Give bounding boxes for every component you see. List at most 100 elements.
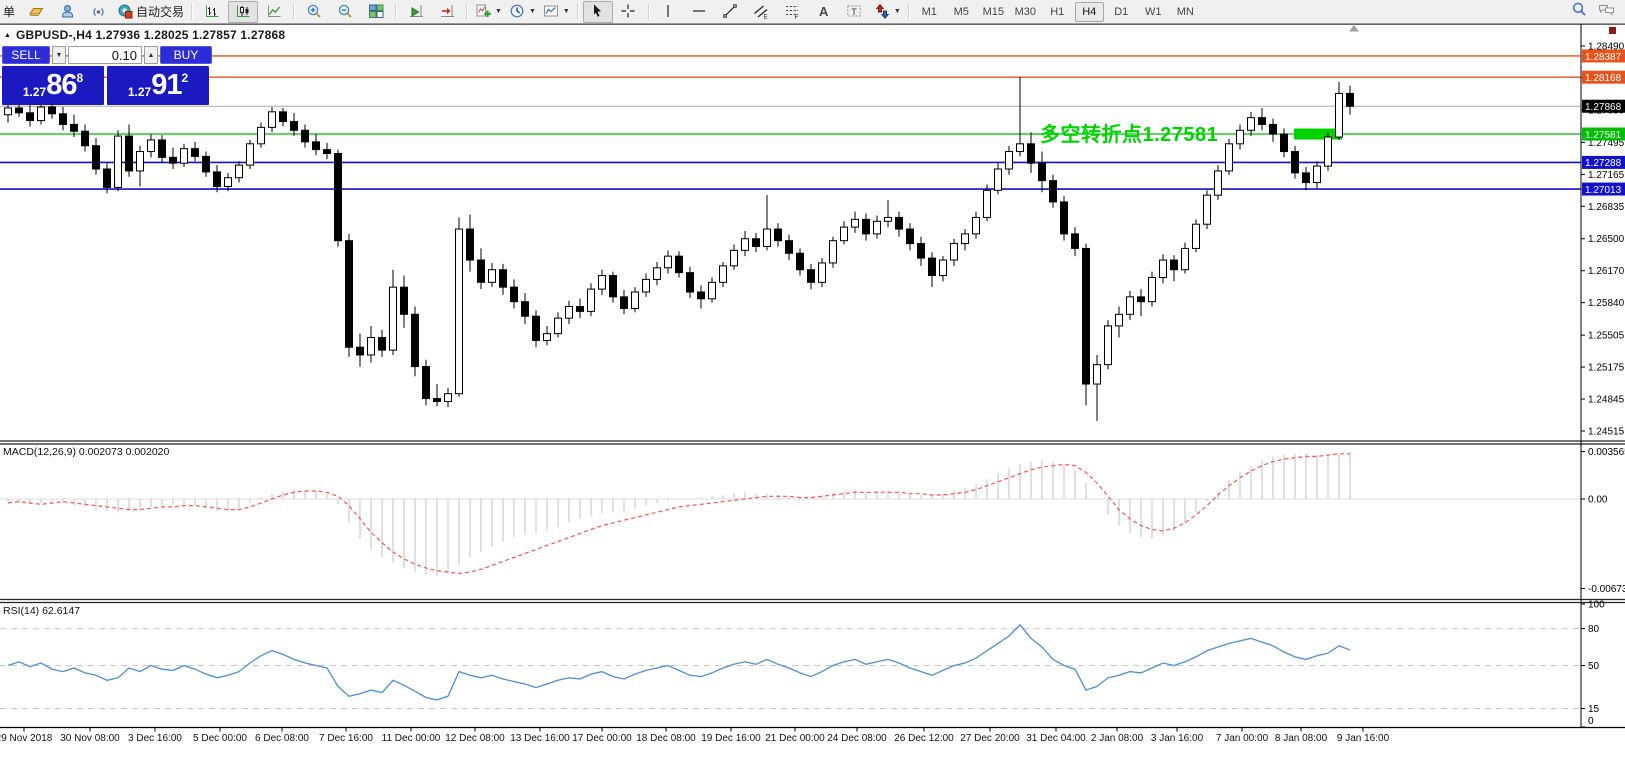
macd-signal-line bbox=[7, 453, 1350, 575]
volume-input[interactable]: 0.10 bbox=[68, 46, 142, 64]
vertical-line-icon[interactable] bbox=[654, 1, 684, 23]
candle bbox=[994, 168, 1002, 191]
candle bbox=[763, 228, 771, 247]
horizontal-line-icon[interactable] bbox=[685, 1, 715, 23]
volume-decrease-button[interactable]: ▼ bbox=[52, 46, 66, 64]
trendline-icon[interactable] bbox=[716, 1, 746, 23]
time-axis-label: 31 Dec 04:00 bbox=[1026, 733, 1086, 744]
collapse-icon[interactable]: ▲ bbox=[4, 31, 11, 39]
candle bbox=[312, 141, 320, 151]
toolbar-separator bbox=[191, 3, 194, 20]
candle bbox=[796, 252, 804, 271]
sell-button[interactable]: SELL bbox=[2, 46, 50, 64]
candle bbox=[510, 286, 518, 303]
timeframe-h4[interactable]: H4 bbox=[1074, 1, 1104, 22]
time-axis-label: 7 Dec 16:00 bbox=[319, 733, 373, 744]
candle bbox=[1082, 247, 1090, 385]
signals-icon[interactable] bbox=[83, 1, 113, 23]
buy-price-button[interactable]: 1.27 91 2 bbox=[107, 66, 209, 105]
candle bbox=[631, 291, 639, 309]
auto-scroll-icon[interactable] bbox=[401, 1, 431, 23]
candle bbox=[389, 286, 397, 351]
zoom-in-icon[interactable] bbox=[299, 1, 329, 23]
svg-text:F: F bbox=[795, 15, 799, 20]
toolbar-separator bbox=[395, 3, 398, 20]
chart-shift-marker[interactable] bbox=[1349, 25, 1359, 32]
candle bbox=[70, 123, 78, 132]
chart-area[interactable]: 1.284901.281601.278301.274951.271651.268… bbox=[0, 24, 1625, 771]
time-axis-label: 12 Dec 08:00 bbox=[445, 733, 505, 744]
chart-shift-icon[interactable] bbox=[432, 1, 462, 23]
gold-icon[interactable] bbox=[21, 1, 51, 23]
fibonacci-icon[interactable]: F bbox=[778, 1, 808, 23]
candle bbox=[466, 228, 474, 261]
indicators-icon[interactable]: ▼ bbox=[472, 1, 505, 23]
candle bbox=[1071, 233, 1079, 249]
candle bbox=[895, 216, 903, 230]
new-order-button[interactable]: 单 bbox=[3, 5, 16, 19]
timeframe-m30[interactable]: M30 bbox=[1014, 5, 1036, 18]
cursor-icon[interactable] bbox=[582, 0, 613, 23]
candle bbox=[664, 255, 672, 269]
line-chart-icon[interactable] bbox=[259, 1, 289, 23]
tile-windows-icon[interactable] bbox=[361, 1, 391, 23]
svg-text:A: A bbox=[819, 4, 829, 19]
periods-icon[interactable]: ▼ bbox=[506, 1, 539, 23]
candle bbox=[1225, 143, 1233, 172]
candle bbox=[356, 346, 364, 356]
candle bbox=[1181, 247, 1189, 271]
equidistant-channel-icon[interactable]: E bbox=[747, 1, 777, 23]
hline-price-label-text: 1.27288 bbox=[1585, 158, 1622, 169]
timeframe-d1[interactable]: D1 bbox=[1114, 5, 1129, 18]
candle bbox=[961, 233, 969, 245]
candle bbox=[235, 164, 243, 179]
timeframe-m15[interactable]: M15 bbox=[982, 5, 1004, 18]
candle bbox=[246, 143, 254, 166]
candle bbox=[422, 366, 430, 400]
sell-price-button[interactable]: 1.27 86 8 bbox=[2, 66, 104, 105]
candle bbox=[37, 106, 45, 122]
hline-price-label-text: 1.28387 bbox=[1585, 52, 1622, 63]
timeframe-w1[interactable]: W1 bbox=[1145, 5, 1162, 18]
buy-button[interactable]: BUY bbox=[160, 46, 212, 64]
axis-tick-label: 0.003565 bbox=[1588, 447, 1625, 458]
templates-icon[interactable]: ▼ bbox=[540, 1, 573, 23]
text-label-icon[interactable]: T bbox=[840, 1, 870, 23]
text-icon[interactable]: A bbox=[809, 1, 839, 23]
candle bbox=[862, 218, 870, 235]
candle bbox=[741, 238, 749, 251]
community-icon[interactable] bbox=[52, 1, 82, 23]
candle bbox=[818, 262, 826, 283]
time-axis-label: 7 Jan 00:00 bbox=[1216, 733, 1269, 744]
chat-icon[interactable] bbox=[1598, 1, 1615, 23]
time-axis-label: 21 Dec 00:00 bbox=[765, 733, 825, 744]
candle bbox=[400, 286, 408, 315]
candle bbox=[103, 168, 111, 188]
timeframe-m1[interactable]: M1 bbox=[921, 5, 937, 18]
candle bbox=[532, 315, 540, 341]
timeframe-m5[interactable]: M5 bbox=[953, 5, 969, 18]
candle bbox=[81, 130, 89, 147]
timeframe-mn[interactable]: MN bbox=[1176, 5, 1194, 18]
green-zone-rect[interactable] bbox=[1294, 128, 1342, 140]
timeframe-h1[interactable]: H1 bbox=[1050, 5, 1065, 18]
macd-pane bbox=[7, 452, 1351, 577]
candle bbox=[125, 135, 133, 172]
trend-annotation[interactable]: 多空转折点1.27581 bbox=[1040, 124, 1219, 146]
crosshair-icon[interactable] bbox=[614, 1, 644, 23]
candle bbox=[1093, 364, 1101, 385]
time-axis-label: 11 Dec 00:00 bbox=[382, 733, 441, 744]
hline-price-label bbox=[1582, 49, 1625, 63]
one-click-trading-panel: SELL ▼ 0.10 ▲ BUY 1.27 86 8 1.27 91 2 bbox=[2, 46, 212, 105]
auto-trading-button[interactable]: 自动交易 bbox=[114, 1, 187, 23]
axis-tick-label: 1.25175 bbox=[1588, 363, 1625, 374]
candlestick-chart-icon[interactable] bbox=[228, 0, 259, 23]
candle bbox=[807, 269, 815, 283]
zoom-out-icon[interactable] bbox=[330, 1, 360, 23]
bar-chart-icon[interactable] bbox=[197, 1, 227, 23]
search-icon[interactable] bbox=[1571, 1, 1588, 23]
volume-increase-button[interactable]: ▲ bbox=[144, 46, 158, 64]
candle bbox=[1137, 296, 1145, 303]
arrows-icon[interactable]: ▼ bbox=[871, 1, 904, 23]
chart-canvas[interactable]: 1.284901.281601.278301.274951.271651.268… bbox=[0, 24, 1625, 771]
